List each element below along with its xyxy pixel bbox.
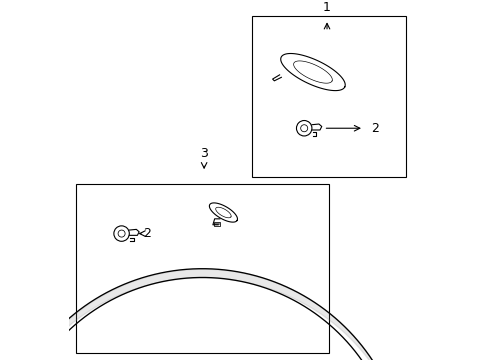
Text: 2: 2 <box>142 227 150 240</box>
Bar <box>76 184 328 353</box>
Circle shape <box>296 121 311 136</box>
Circle shape <box>118 230 125 237</box>
Text: 1: 1 <box>323 1 330 14</box>
Text: 2: 2 <box>370 122 378 135</box>
Bar <box>213 222 220 226</box>
Circle shape <box>300 125 307 132</box>
Circle shape <box>114 226 129 241</box>
Bar <box>251 16 405 177</box>
Text: 3: 3 <box>200 147 207 160</box>
